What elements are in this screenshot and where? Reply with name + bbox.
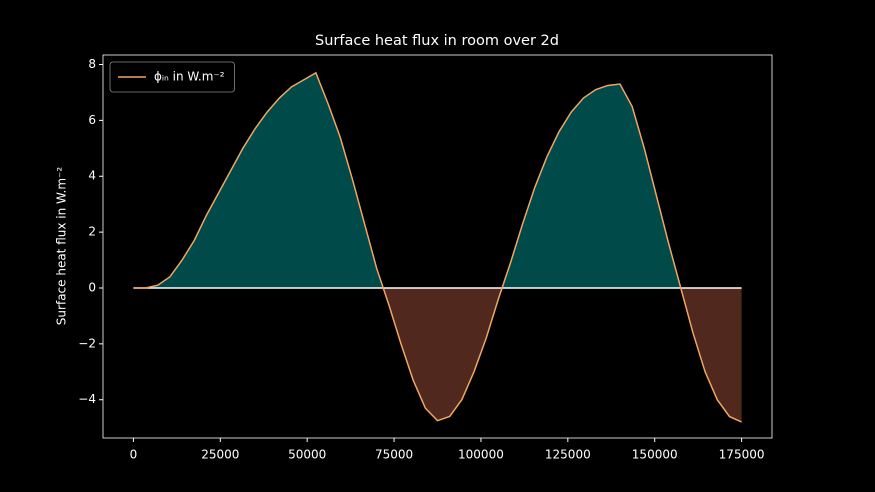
x-tick-label: 125000 (545, 448, 591, 462)
legend-box (109, 61, 235, 93)
chart-title: Surface heat flux in room over 2d (315, 33, 559, 49)
y-axis-label: Surface heat flux in W.m⁻² (55, 167, 69, 326)
x-tick-label: 175000 (719, 448, 765, 462)
y-tick-label: −4 (78, 392, 96, 406)
x-tick-label: 150000 (632, 448, 678, 462)
x-tick-label: 0 (130, 448, 138, 462)
y-tick-label: 0 (88, 280, 96, 294)
x-tick-label: 50000 (288, 448, 326, 462)
negative-fill (133, 287, 742, 423)
y-tick-label: 8 (88, 57, 96, 71)
series-line (133, 71, 742, 423)
y-tick-label: 6 (88, 113, 96, 127)
x-tick-label: 75000 (375, 448, 413, 462)
x-tick-label: 25000 (201, 448, 239, 462)
legend: ϕᵢₙ in W.m⁻² (109, 61, 235, 93)
plot-frame (102, 54, 773, 439)
legend-label: ϕᵢₙ in W.m⁻² (154, 70, 225, 84)
x-tick-label: 100000 (458, 448, 504, 462)
y-tick-label: 4 (88, 169, 96, 183)
y-tick-label: 2 (88, 225, 96, 239)
y-tick-label: −2 (78, 336, 96, 350)
positive-fill (145, 72, 681, 288)
